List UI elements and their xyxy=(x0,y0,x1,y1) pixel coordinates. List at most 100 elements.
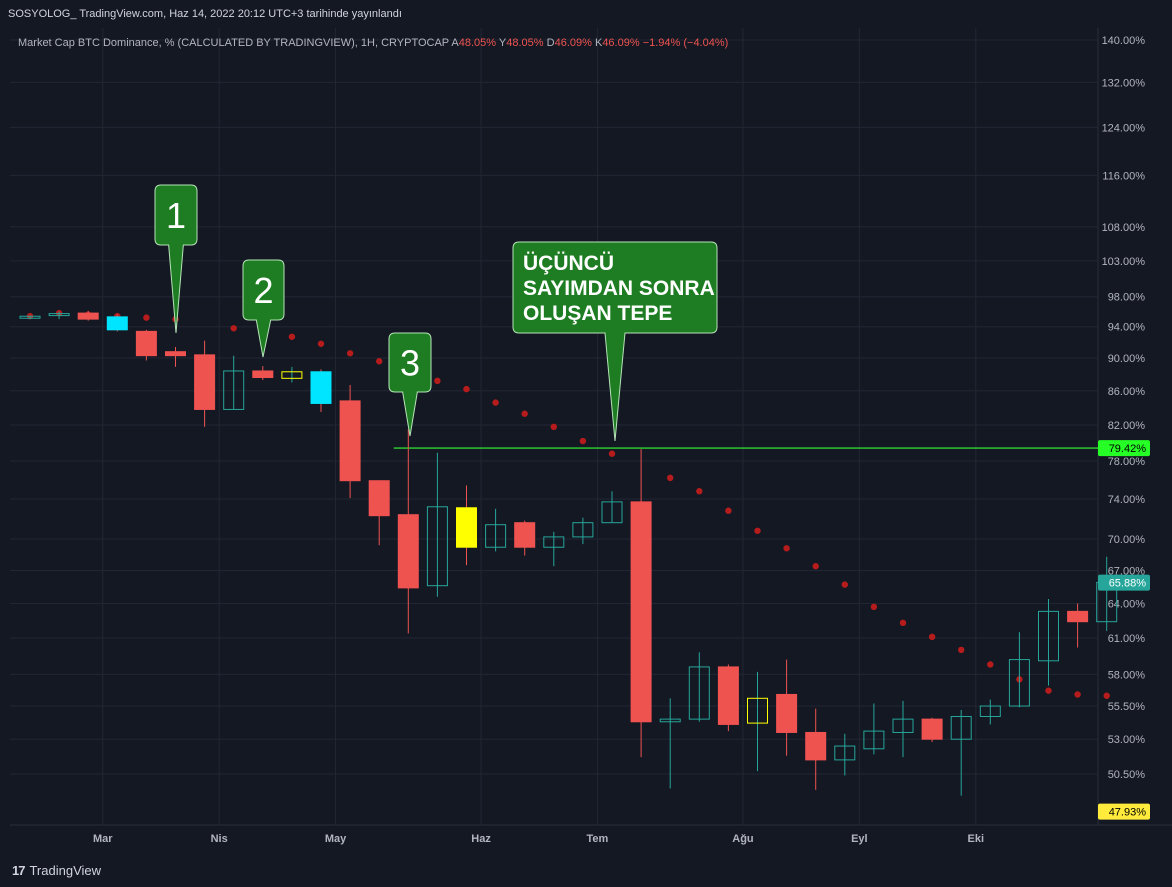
candle[interactable] xyxy=(194,340,216,427)
candle[interactable] xyxy=(543,531,565,567)
y-tick-label: 108.00% xyxy=(1102,222,1146,234)
candle-body xyxy=(48,313,70,317)
candle-body xyxy=(1067,610,1089,623)
candle-body xyxy=(1038,610,1059,662)
candle-body xyxy=(339,400,361,482)
callout-1[interactable]: 1 xyxy=(154,184,198,334)
candle[interactable] xyxy=(456,485,477,566)
y-tick-label: 67.00% xyxy=(1108,565,1146,577)
callout-bubble xyxy=(242,259,285,358)
y-tick-label: 50.50% xyxy=(1108,769,1146,781)
callout-text: OLUŞAN TEPE xyxy=(523,302,672,325)
candle[interactable] xyxy=(48,311,70,320)
callout-bubble xyxy=(154,184,198,334)
x-tick-label: Eyl xyxy=(851,833,868,845)
candle-body xyxy=(165,351,186,357)
x-tick-label: May xyxy=(325,833,347,845)
candle[interactable] xyxy=(688,652,710,722)
callout-bubble xyxy=(512,241,718,442)
candle[interactable] xyxy=(805,708,827,790)
candle[interactable] xyxy=(863,703,885,755)
candle-body xyxy=(805,731,827,761)
sar-dot xyxy=(783,545,790,552)
price-label-green-bg xyxy=(1098,440,1150,457)
callout-text: ÜÇÜNCÜ xyxy=(523,252,614,275)
candle[interactable] xyxy=(717,664,739,732)
candle[interactable] xyxy=(747,671,768,772)
candle[interactable] xyxy=(776,659,798,756)
candle[interactable] xyxy=(165,346,186,367)
sar-dot xyxy=(958,646,965,654)
candle-body xyxy=(892,718,914,733)
sar-dot xyxy=(841,581,848,588)
candle-body xyxy=(979,705,1001,717)
candle-body xyxy=(252,370,274,379)
candle[interactable] xyxy=(426,452,448,597)
footer-bar: 17 TradingView xyxy=(0,856,1172,887)
legend-h-label: Y xyxy=(499,37,507,49)
candle[interactable] xyxy=(397,429,419,634)
candle[interactable] xyxy=(310,369,332,413)
y-tick-label: 78.00% xyxy=(1108,456,1146,468)
candle-body xyxy=(281,371,303,379)
sar-dot xyxy=(550,423,557,431)
candle-body xyxy=(630,501,652,723)
y-tick-label: 103.00% xyxy=(1102,256,1146,268)
y-tick-label: 70.00% xyxy=(1108,534,1146,546)
candle[interactable] xyxy=(834,733,856,776)
y-tick-label: 82.00% xyxy=(1108,420,1146,432)
sar-dot xyxy=(667,474,674,482)
candle[interactable] xyxy=(339,384,361,498)
candle[interactable] xyxy=(77,310,99,321)
y-tick-label: 55.50% xyxy=(1108,701,1146,713)
candle-body xyxy=(688,666,710,720)
legend-h-value: 48.05% xyxy=(506,37,546,49)
callout-text: 1 xyxy=(166,195,186,236)
legend-o-value: 48.05% xyxy=(459,37,499,49)
candle[interactable] xyxy=(223,355,245,410)
tradingview-logo-icon: 17 xyxy=(12,863,26,878)
candle[interactable] xyxy=(19,315,41,320)
candle[interactable] xyxy=(572,517,594,545)
candle[interactable] xyxy=(950,709,972,796)
candle[interactable] xyxy=(979,699,1001,725)
candle[interactable] xyxy=(1008,632,1030,708)
candle[interactable] xyxy=(106,314,128,332)
tradingview-brand[interactable]: 17 TradingView xyxy=(12,863,101,878)
candle[interactable] xyxy=(892,700,914,758)
candle[interactable] xyxy=(281,366,303,383)
candle[interactable] xyxy=(630,449,652,758)
candle[interactable] xyxy=(1038,598,1059,686)
candle-body xyxy=(310,371,332,404)
candle[interactable] xyxy=(1067,603,1089,648)
legend-text: Market Cap BTC Dominance, % (CALCULATED … xyxy=(18,37,728,49)
candle[interactable] xyxy=(252,366,274,380)
callout-3[interactable]: 3 xyxy=(388,332,432,437)
candle[interactable] xyxy=(659,698,681,789)
x-tick-label: Ağu xyxy=(732,833,753,845)
candles xyxy=(19,310,1118,796)
candle-body xyxy=(485,524,507,548)
y-tick-label: 64.00% xyxy=(1108,598,1146,610)
sar-dot xyxy=(579,437,587,445)
candle[interactable] xyxy=(368,480,390,546)
legend-o-label: A xyxy=(451,37,459,49)
candle-body xyxy=(659,718,681,723)
candle-body xyxy=(572,522,594,538)
candle[interactable] xyxy=(135,329,157,361)
sar-dot xyxy=(143,314,150,321)
sar-dot xyxy=(754,527,761,534)
candle[interactable] xyxy=(921,717,943,742)
price-label-green: 79.42% xyxy=(1098,440,1150,457)
candle[interactable] xyxy=(601,491,623,524)
callout-2[interactable]: 2 xyxy=(242,259,285,358)
candle-body xyxy=(106,316,128,331)
candle-body xyxy=(456,507,477,548)
sar-dot xyxy=(463,385,470,393)
candle[interactable] xyxy=(485,508,507,552)
candle[interactable] xyxy=(514,520,536,556)
candle-body xyxy=(776,693,798,733)
brand-name: TradingView xyxy=(29,863,102,878)
